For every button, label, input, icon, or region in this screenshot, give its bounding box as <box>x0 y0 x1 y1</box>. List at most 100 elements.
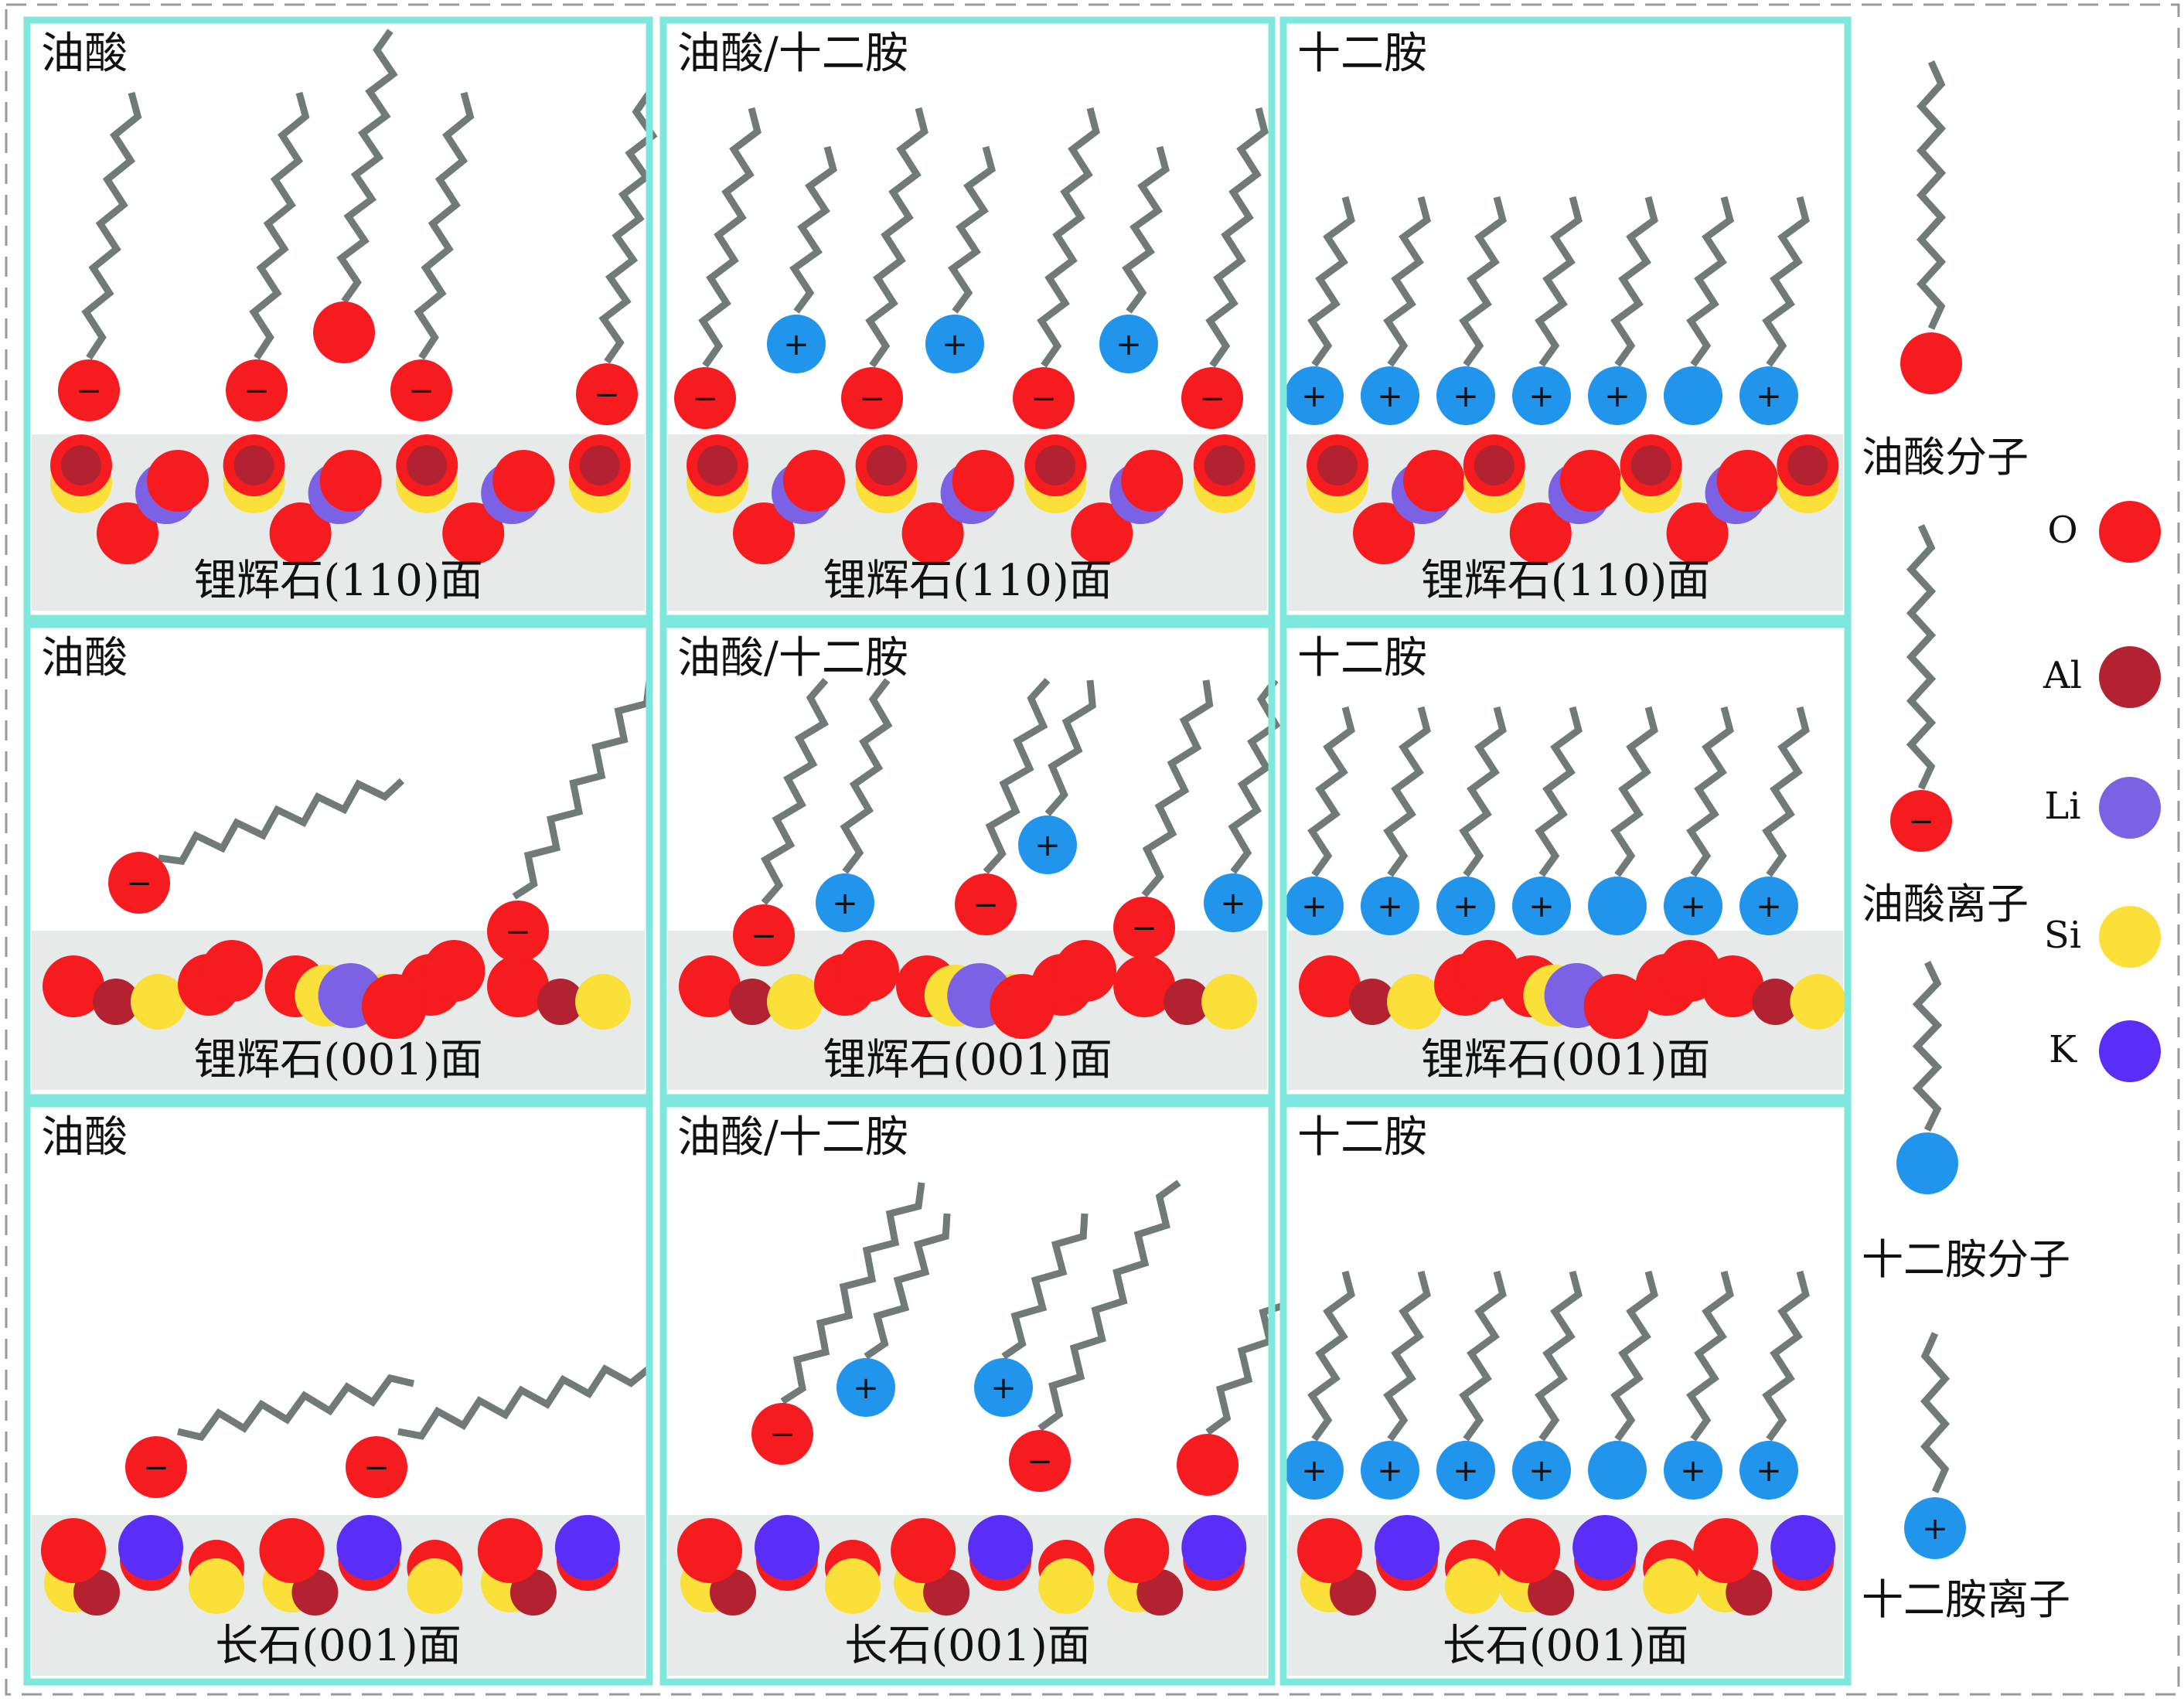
amine-ion-circle <box>1664 366 1722 425</box>
element-symbol: Si <box>2044 914 2081 957</box>
amine-ion-charge: + <box>1220 886 1246 921</box>
amine-chain <box>1459 196 1507 367</box>
si-atom <box>1643 1558 1699 1614</box>
oleic-ion-circle <box>576 363 638 425</box>
amine-ion-charge: + <box>1756 889 1782 924</box>
surface-label: 锂辉石(001)面 <box>1421 1035 1711 1085</box>
element-symbol: Al <box>2043 654 2082 697</box>
oleic-ion: − <box>733 904 795 966</box>
amine-chain <box>1535 196 1583 367</box>
oleic-ion-circle <box>841 367 903 429</box>
oleic-ion: − <box>751 1403 813 1465</box>
amine-ion-circle <box>1588 366 1647 425</box>
oleic-molecule-circle <box>313 301 375 363</box>
surface-label: 长石(001)面 <box>215 1621 462 1671</box>
column-label: 油酸 <box>41 633 128 683</box>
al-atom <box>579 445 620 485</box>
legend-oleic-ion-chain <box>1906 524 1937 790</box>
amine-ion-charge: + <box>1604 379 1630 414</box>
panel-frame <box>23 621 653 1101</box>
legend-amine-ion-head: + <box>1904 1497 1966 1559</box>
amine-ion-circle <box>1361 1441 1419 1500</box>
amine-ion-charge: + <box>1680 1453 1706 1489</box>
al-atom <box>1787 445 1828 485</box>
oleic-ion-circle <box>1177 1434 1239 1496</box>
amine-ion: + <box>1361 366 1419 425</box>
oleic-ion-circle <box>390 359 452 421</box>
oleic-ion-charge: − <box>594 377 620 413</box>
amine-ion: + <box>1512 877 1571 935</box>
si-atom <box>1387 974 1443 1030</box>
amine-ion: + <box>1664 877 1722 935</box>
surface-label: 锂辉石(110)面 <box>1421 556 1711 606</box>
amine-ion-charge: + <box>1453 889 1479 924</box>
o-atom <box>201 940 263 1002</box>
amine-chain <box>1610 1270 1658 1442</box>
surface-label: 锂辉石(110)面 <box>193 556 483 606</box>
o-atom <box>837 940 899 1002</box>
oleic-ion: − <box>1013 367 1075 429</box>
amine-ion-charge: + <box>1301 889 1327 924</box>
amine-chain <box>1044 679 1096 816</box>
amine-ion-circle <box>816 873 874 932</box>
al-atom <box>697 445 738 485</box>
oleic-ion-circle <box>125 1436 187 1498</box>
panel-frame <box>659 1100 1276 1686</box>
amine-ion: + <box>1099 315 1158 373</box>
surface-label: 长石(001)面 <box>844 1621 1091 1671</box>
o-atom <box>1403 450 1465 512</box>
amine-ion-circle <box>836 1358 895 1417</box>
amine-ion-charge: + <box>942 327 968 363</box>
amine-ion-charge: + <box>1528 379 1555 414</box>
legend-amine-molecule-head <box>1896 1132 1958 1194</box>
element-swatch <box>2099 1020 2161 1082</box>
column-label: 十二胺 <box>1297 633 1427 683</box>
o-atom <box>319 450 382 512</box>
panel-frame <box>23 16 653 622</box>
amine-ion-charge: + <box>1528 889 1555 924</box>
al-atom <box>61 445 101 485</box>
amine-chain <box>1535 1270 1583 1442</box>
panel-frame <box>1279 621 1852 1101</box>
oleic-ion-charge: − <box>1031 381 1057 417</box>
column-label: 油酸 <box>41 29 128 79</box>
amine-ion-charge: + <box>1756 379 1782 414</box>
amine-ion-charge: + <box>832 886 858 921</box>
column-label: 油酸 <box>41 1112 128 1163</box>
o-atom <box>901 502 964 564</box>
element-symbol: K <box>2049 1028 2077 1071</box>
oleic-chain <box>760 678 830 905</box>
amine-ion: + <box>1664 1441 1722 1500</box>
amine-ion: + <box>836 1358 895 1417</box>
o-atom <box>1104 1518 1170 1583</box>
al-atom <box>729 979 775 1025</box>
legend-oleic-molecule-head <box>1900 332 1962 394</box>
oleic-chain <box>1037 1180 1181 1432</box>
amine-ion-circle <box>1739 1441 1798 1500</box>
amine-ion-charge: + <box>1116 327 1142 363</box>
legend-oleic-ion-label: 油酸离子 <box>1862 880 2029 928</box>
k-atom <box>336 1515 402 1580</box>
surface-label: 锂辉石(001)面 <box>193 1035 483 1085</box>
si-atom <box>767 974 823 1030</box>
oleic-chain <box>336 29 398 304</box>
oleic-ion-circle <box>674 367 736 429</box>
amine-ion-charge: + <box>1680 889 1706 924</box>
amine-ion: + <box>1512 1441 1571 1500</box>
amine-ion-charge: + <box>1301 1453 1327 1489</box>
oleic-ion-charge: − <box>769 1417 796 1452</box>
o-atom <box>1509 502 1572 564</box>
oleic-ion-circle <box>1009 1430 1071 1492</box>
k-atom <box>1375 1515 1440 1580</box>
amine-chain <box>1459 706 1507 877</box>
al-atom <box>407 445 448 485</box>
amine-ion-charge: + <box>1528 1453 1555 1489</box>
legend-element-li: Li <box>2044 777 2161 839</box>
legend-element-k: K <box>2049 1020 2161 1082</box>
amine-ion: + <box>925 315 984 373</box>
legend-amine-ion-head-circle <box>1904 1497 1966 1559</box>
oleic-ion: − <box>226 359 288 421</box>
